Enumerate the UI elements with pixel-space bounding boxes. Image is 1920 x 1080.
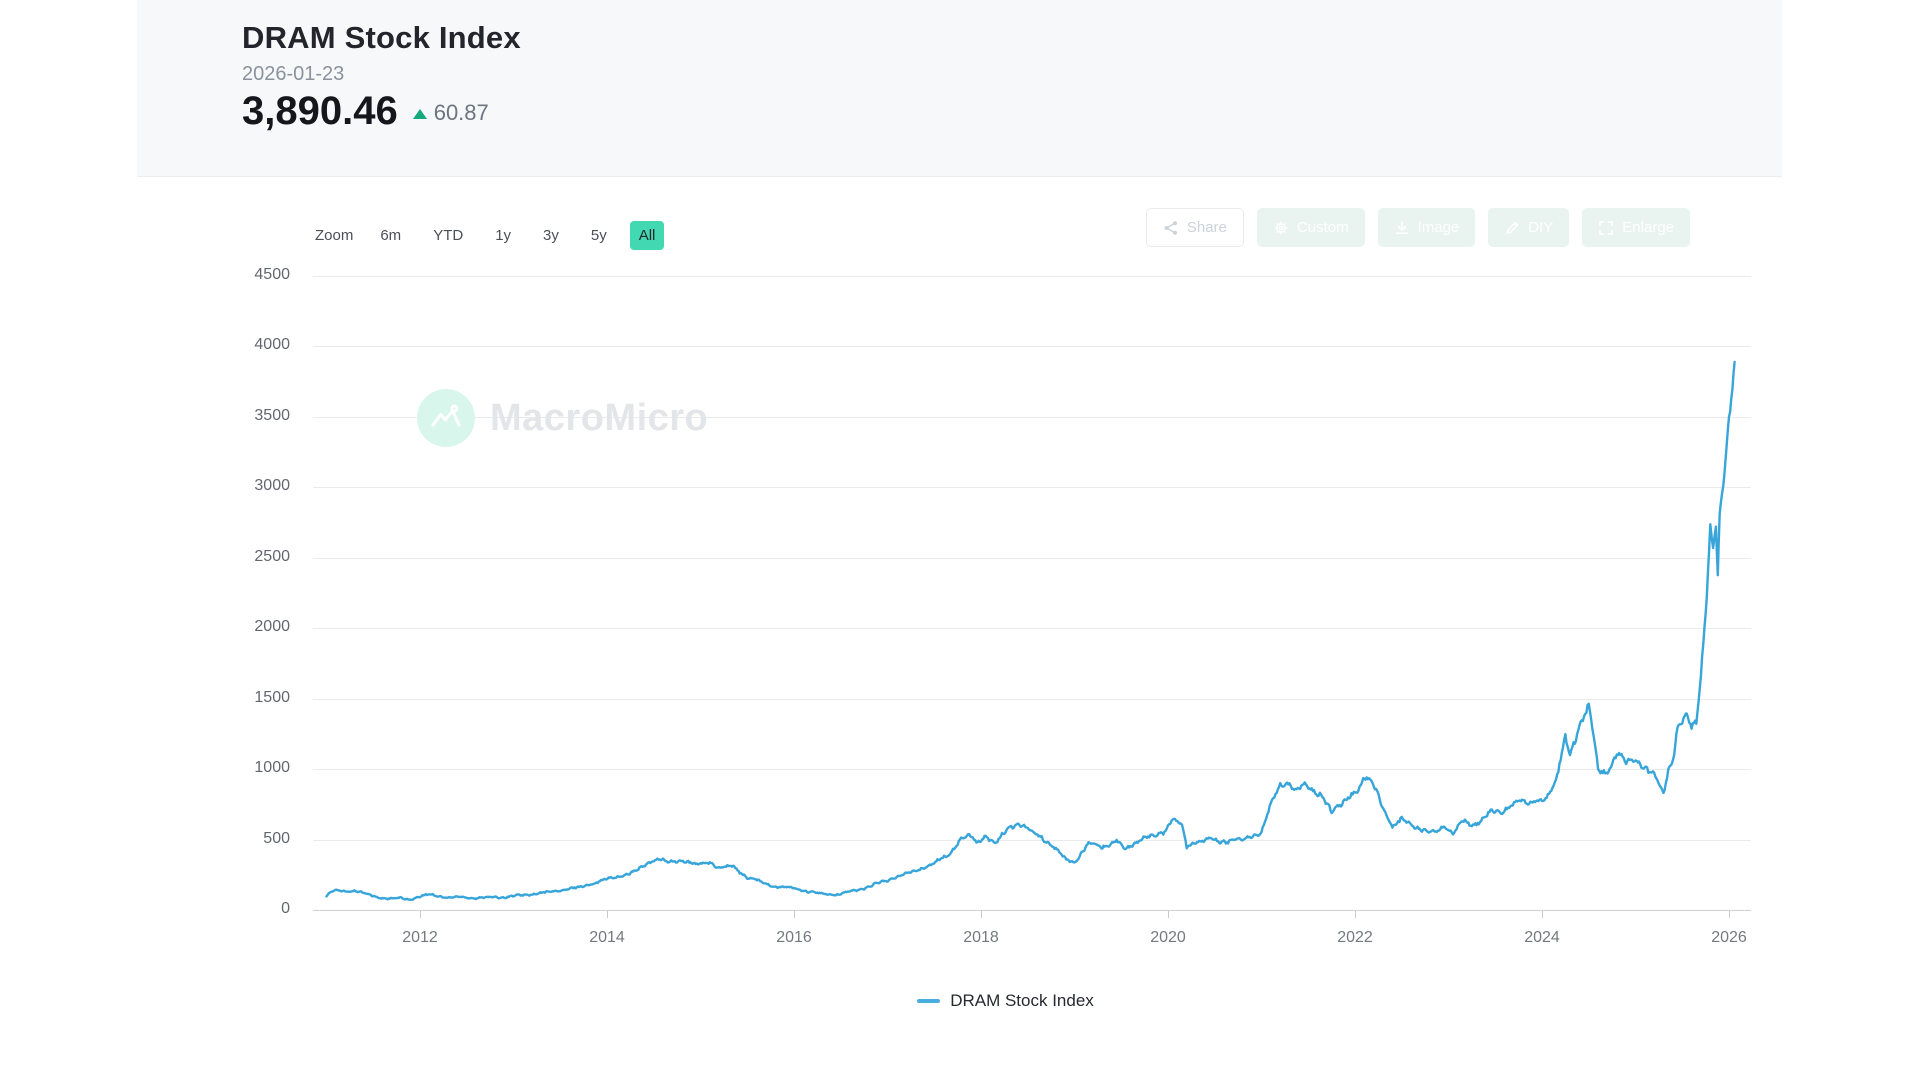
legend-line-swatch — [917, 999, 941, 1003]
action-button-label: Share — [1186, 219, 1227, 236]
quote-date: 2026-01-23 — [242, 63, 345, 85]
x-tick-label: 2026 — [1711, 929, 1747, 946]
action-button-label: DIY — [1528, 219, 1554, 236]
image-button[interactable]: Image — [1377, 208, 1476, 247]
page-title: DRAM Stock Index — [242, 20, 521, 55]
share-icon — [1163, 220, 1179, 236]
x-tick — [420, 911, 421, 918]
x-tick-label: 2024 — [1524, 929, 1560, 946]
y-gridline — [313, 557, 1751, 559]
y-gridline — [313, 769, 1751, 771]
x-tick — [1729, 911, 1730, 918]
custom-button[interactable]: Custom — [1256, 208, 1365, 247]
range-button-all[interactable]: All — [629, 221, 665, 250]
enlarge-button[interactable]: Enlarge — [1582, 208, 1690, 247]
x-tick-label: 2012 — [402, 929, 438, 946]
chart-header: DRAM Stock Index 2026-01-23 3,890.46 60.… — [137, 0, 1782, 177]
diy-button[interactable]: DIY — [1488, 208, 1570, 247]
range-button-ytd[interactable]: YTD — [424, 221, 472, 250]
y-tick-label: 4000 — [254, 336, 290, 354]
y-gridline — [313, 346, 1751, 348]
up-arrow-icon — [412, 108, 427, 119]
y-gridline — [313, 487, 1751, 489]
change-value: 60.87 — [433, 100, 489, 125]
y-tick-label: 2000 — [254, 618, 290, 636]
y-tick-label: 4500 — [254, 266, 290, 283]
x-tick-label: 2018 — [963, 929, 999, 946]
action-button-label: Enlarge — [1622, 219, 1674, 236]
zoom-label: Zoom — [315, 227, 354, 244]
x-axis-line — [313, 910, 1751, 911]
range-selector: Zoom 6m YTD 1y 3y 5y All — [315, 221, 665, 250]
y-tick-label: 500 — [263, 829, 290, 847]
y-gridline — [313, 628, 1751, 630]
dram-index-line — [325, 360, 1736, 901]
y-tick-label: 0 — [281, 900, 290, 917]
chart-actions: Share Custom Image DIY Enlarge — [1145, 208, 1690, 247]
x-tick-label: 2020 — [1150, 929, 1186, 946]
quote-row: 3,890.46 60.87 — [242, 89, 1782, 134]
x-tick-label: 2016 — [776, 929, 812, 946]
y-tick-label: 3500 — [254, 406, 290, 424]
x-tick — [1168, 911, 1169, 918]
x-tick — [794, 911, 795, 918]
y-gridline — [313, 698, 1751, 700]
expand-icon — [1598, 220, 1614, 236]
gear-icon — [1273, 220, 1289, 236]
action-button-label: Image — [1417, 219, 1460, 236]
x-tick-label: 2014 — [589, 929, 625, 946]
legend: DRAM Stock Index — [313, 991, 1698, 1011]
range-button-1y[interactable]: 1y — [486, 221, 520, 250]
latest-value: 3,890.46 — [242, 89, 398, 133]
x-tick-label: 2022 — [1337, 929, 1373, 946]
x-tick — [981, 911, 982, 918]
range-button-5y[interactable]: 5y — [582, 221, 616, 250]
y-gridline — [313, 839, 1751, 841]
y-gridline — [313, 276, 1751, 277]
download-icon — [1394, 220, 1410, 236]
range-button-3y[interactable]: 3y — [534, 221, 568, 250]
range-button-6m[interactable]: 6m — [371, 221, 410, 250]
x-tick — [607, 911, 608, 918]
y-tick-label: 1500 — [254, 688, 290, 706]
action-button-label: Custom — [1296, 219, 1349, 236]
share-button[interactable]: Share — [1145, 208, 1244, 247]
pencil-icon — [1504, 220, 1520, 236]
x-tick — [1542, 911, 1543, 918]
y-tick-label: 3000 — [254, 477, 290, 495]
y-tick-label: 2500 — [254, 547, 290, 565]
y-tick-label: 1000 — [254, 759, 290, 777]
y-gridline — [313, 416, 1751, 418]
legend-label: DRAM Stock Index — [950, 991, 1094, 1010]
x-tick — [1355, 911, 1356, 918]
